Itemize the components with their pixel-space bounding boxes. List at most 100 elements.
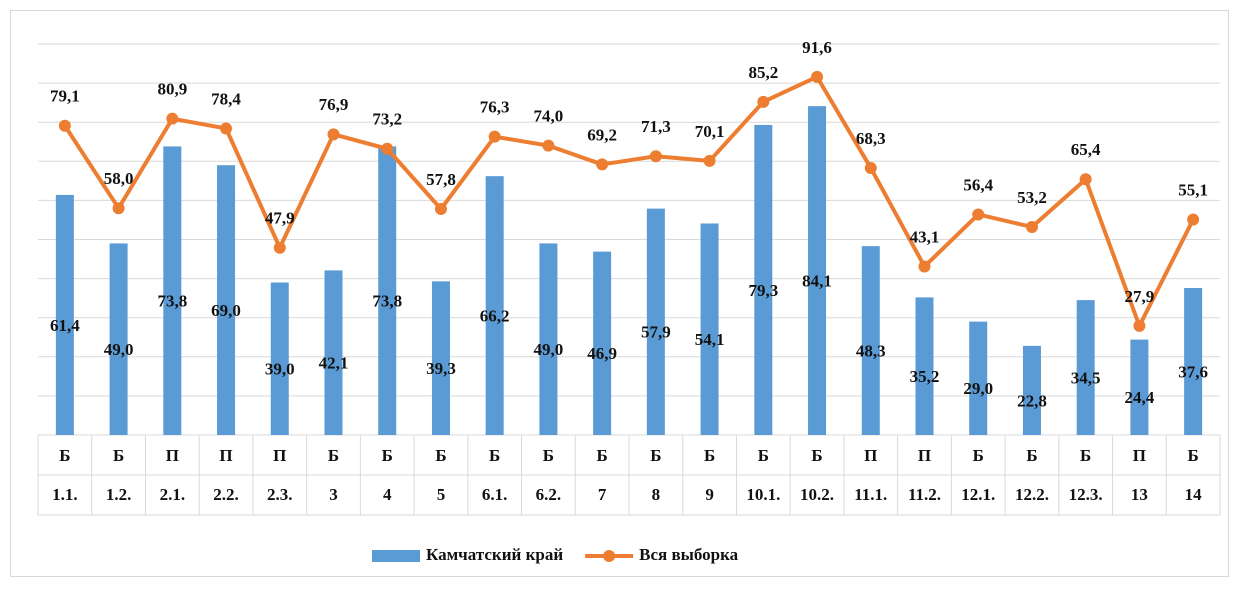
bar-value-label: 73,8 [372,292,402,311]
bar [754,124,773,435]
x-tick-label: Б [435,446,446,465]
line-marker [757,95,770,108]
line-value-label: 79,1 [50,87,80,106]
bar [1130,339,1149,435]
line-marker [596,158,609,171]
line-marker [220,122,233,135]
bar-value-label: 54,1 [695,330,725,349]
x-tick-label: 12.2. [1015,485,1049,504]
line-marker [434,203,447,216]
x-tick-label: Б [811,446,822,465]
x-tick-label: П [1133,446,1146,465]
line-marker [1025,220,1038,233]
bar [431,281,450,435]
line-value-label: 57,8 [426,170,456,189]
bar [1076,300,1095,435]
line-marker [488,130,501,143]
x-tick-label: 4 [383,485,392,504]
line-value-label: 70,1 [695,122,725,141]
bar-value-label: 39,3 [426,359,456,378]
x-tick-label: 9 [705,485,714,504]
x-tick-label: 3 [329,485,338,504]
line-marker [381,142,394,155]
x-tick-label: 10.2. [800,485,834,504]
line-marker [1187,213,1200,226]
bar-value-label: 39,0 [265,360,295,379]
line-marker [864,161,877,174]
line-marker [918,260,931,273]
x-tick-label: Б [704,446,715,465]
x-tick-label: Б [597,446,608,465]
x-tick-label: Б [543,446,554,465]
line-value-label: 47,9 [265,209,295,228]
x-tick-label: Б [59,446,70,465]
x-tick-label: 13 [1131,485,1148,504]
line-value-label: 73,2 [372,110,402,129]
line-value-label: 74,0 [534,107,564,126]
bar [378,146,397,435]
x-tick-label: 5 [437,485,446,504]
x-tick-label: 11.1. [854,485,887,504]
bar-value-label: 48,3 [856,341,886,360]
x-tick-label: 7 [598,485,607,504]
line-marker [166,112,179,125]
x-tick-label: 8 [652,485,661,504]
x-tick-label: 2.3. [267,485,293,504]
line-value-label: 78,4 [211,89,241,108]
line-value-label: 91,6 [802,38,832,57]
bar [1184,287,1203,435]
bar [55,194,74,435]
x-tick-label: 1.2. [106,485,132,504]
x-tick-label: 2.2. [213,485,239,504]
line-value-label: 71,3 [641,117,671,136]
bar-value-label: 84,1 [802,271,832,290]
x-tick-label: 12.1. [961,485,995,504]
bar [861,246,880,435]
line-marker [327,128,340,141]
bar [808,106,827,435]
line-marker [58,119,71,132]
line-value-label: 69,2 [587,125,617,144]
legend-swatch [603,550,616,562]
x-tick-label: Б [973,446,984,465]
legend-label: Камчатский край [426,545,563,564]
legend-swatch [372,550,420,562]
line-marker [112,202,125,215]
bar [700,223,719,435]
bar-value-label: 69,0 [211,301,241,320]
x-tick-label: Б [382,446,393,465]
line-value-label: 80,9 [157,80,187,99]
line-marker [649,150,662,163]
bar [646,208,665,435]
bar [270,282,289,435]
bar [539,243,558,435]
bar [1022,345,1041,435]
bar-value-label: 24,4 [1125,388,1155,407]
line-marker [273,241,286,254]
x-tick-label: 14 [1185,485,1203,504]
x-tick-label: П [864,446,877,465]
x-tick-label: 10.1. [746,485,780,504]
bar [915,297,934,435]
line-marker [1133,319,1146,332]
bar-value-label: 73,8 [157,292,187,311]
chart-frame [10,10,1229,577]
line-value-label: 56,4 [963,175,993,194]
line-value-label: 85,2 [748,63,778,82]
line-marker [972,208,985,221]
line-value-label: 65,4 [1071,140,1101,159]
bar-value-label: 57,9 [641,323,671,342]
x-tick-label: Б [758,446,769,465]
bar [593,251,612,435]
x-tick-label: 12.3. [1069,485,1103,504]
legend-label: Вся выборка [639,545,739,564]
bar-value-label: 61,4 [50,316,80,335]
bar [109,243,128,435]
bar [324,270,343,435]
line-value-label: 43,1 [910,227,940,246]
bar-value-label: 46,9 [587,344,617,363]
line-marker [703,154,716,167]
x-tick-label: Б [650,446,661,465]
line-marker [1079,173,1092,186]
